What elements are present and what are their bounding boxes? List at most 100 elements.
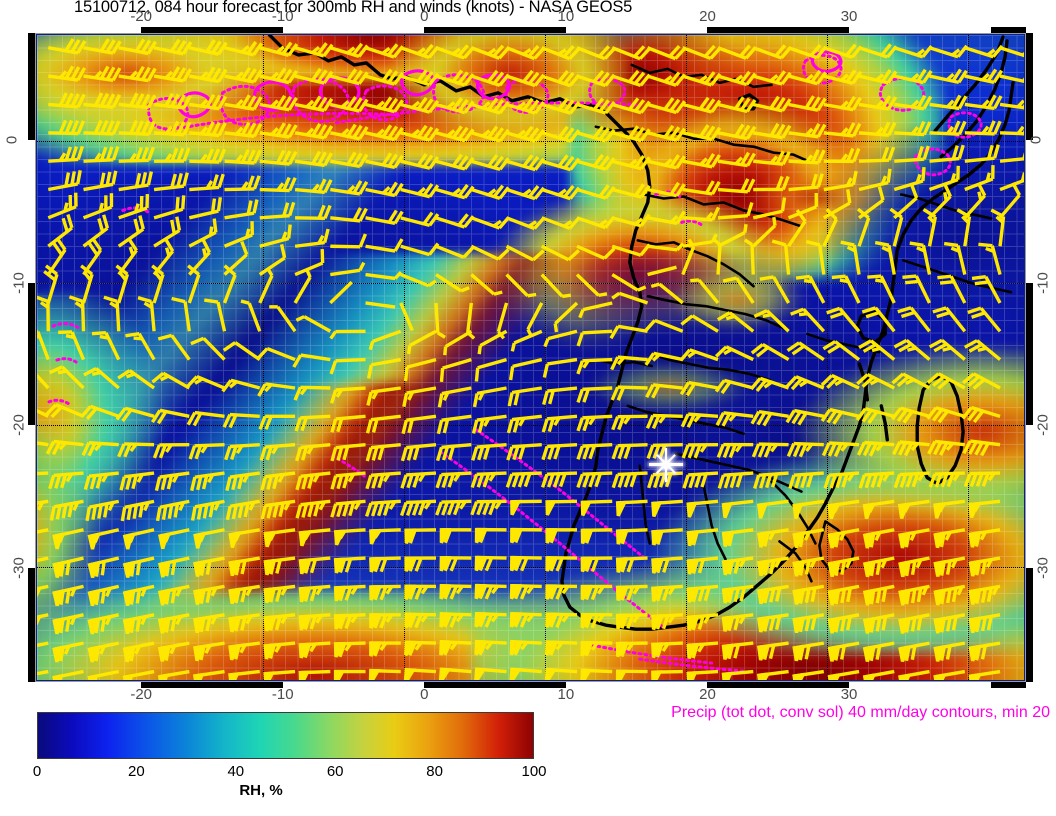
wind-barb: [542, 357, 578, 378]
wind-barb: [576, 125, 616, 143]
wind-barb: [435, 471, 472, 489]
wind-barb: [611, 69, 651, 88]
wind-barb: [369, 584, 401, 601]
wind-barb: [929, 94, 968, 111]
wind-barb: [330, 499, 366, 518]
wind-barb: [37, 556, 49, 563]
wind-barb: [48, 471, 84, 490]
wind-barb: [792, 641, 825, 662]
wind-barb: [400, 471, 437, 489]
wind-barb: [188, 39, 228, 56]
wind-barb: [329, 68, 369, 86]
wind-barb: [401, 414, 437, 435]
wind-barb: [369, 613, 401, 629]
graticule-lon--20: [262, 35, 264, 680]
wind-barb: [435, 44, 475, 60]
wind-barb: [580, 668, 613, 680]
wind-barb: [435, 443, 472, 462]
wind-barb: [365, 414, 401, 434]
wind-barb: [294, 178, 333, 194]
wind-barb: [47, 214, 74, 248]
wind-barb: [294, 414, 331, 432]
tick-label: 0: [420, 8, 429, 25]
wind-barb: [682, 96, 722, 114]
wind-barb: [471, 443, 507, 461]
wind-barb: [647, 210, 686, 225]
wind-barb: [893, 471, 930, 489]
wind-barb: [541, 184, 581, 201]
wind-barb: [823, 147, 861, 164]
wind-barb: [999, 74, 1024, 84]
wind-barb: [861, 306, 896, 333]
rh-colorbar[interactable]: [37, 712, 534, 759]
wind-barb: [85, 499, 120, 522]
rh-raster: [37, 35, 1024, 680]
wind-barb: [153, 66, 193, 83]
axis-segment: [28, 567, 35, 682]
wind-barb: [240, 299, 262, 332]
wind-barb: [790, 307, 826, 333]
wind-barb: [188, 239, 211, 276]
wind-barb: [117, 442, 155, 458]
wind-barb: [224, 443, 260, 461]
wind-barb: [893, 166, 926, 192]
wind-barb: [611, 154, 651, 171]
wind-barb: [968, 613, 1001, 634]
wind-barb: [153, 120, 192, 137]
wind-barb: [295, 443, 331, 462]
wind-barb: [188, 218, 218, 248]
wind-barb: [400, 242, 440, 257]
wind-barb: [680, 314, 719, 333]
wind-barb: [263, 641, 296, 660]
wind-barb: [717, 151, 756, 168]
wind-barb: [506, 443, 542, 461]
wind-barb: [858, 168, 892, 192]
wind-barb: [193, 528, 225, 549]
wind-barb: [928, 44, 969, 59]
wind-barb: [330, 261, 366, 277]
tick-label: 30: [840, 686, 858, 703]
wind-barb: [933, 528, 966, 549]
wind-barb: [928, 338, 966, 361]
wind-barb: [646, 443, 683, 460]
wind-barb: [686, 556, 719, 575]
wind-barb: [82, 237, 103, 276]
wind-barb: [752, 70, 792, 86]
wind-barb: [858, 471, 895, 489]
wind-barb: [615, 669, 648, 680]
wind-barb: [928, 471, 965, 488]
wind-barb: [867, 274, 896, 304]
wind-barb: [257, 382, 296, 397]
wind-barb: [118, 92, 157, 110]
wind-barb: [365, 43, 405, 59]
wind-barb: [999, 46, 1024, 58]
wind-barb: [717, 201, 754, 220]
wind-barb: [578, 301, 613, 319]
wind-barb: [83, 65, 122, 82]
wind-barb: [647, 242, 685, 252]
wind-barb: [510, 527, 542, 544]
wind-barb: [204, 298, 227, 332]
wind-barb: [509, 667, 542, 680]
wind-barb: [295, 315, 332, 333]
wind-barb: [157, 613, 190, 634]
axis-segment: [28, 282, 35, 426]
wind-barb: [119, 471, 155, 491]
wind-barb: [929, 144, 965, 163]
wind-barb: [964, 120, 1002, 136]
wind-barb: [470, 184, 510, 201]
wind-barb: [743, 238, 755, 275]
wind-barb: [962, 439, 1001, 457]
wind-barb: [365, 499, 401, 517]
wind-barb: [474, 667, 507, 680]
wind-barb: [330, 151, 369, 169]
wind-barb: [506, 154, 546, 172]
wind-barb: [968, 669, 1001, 680]
wind-barb: [891, 406, 930, 424]
wind-barb: [153, 195, 186, 220]
wind-barb: [155, 499, 190, 522]
map-plot-area[interactable]: [35, 33, 1026, 682]
wind-barb: [193, 613, 225, 634]
wind-barb: [752, 44, 792, 60]
wind-barb: [545, 556, 578, 572]
